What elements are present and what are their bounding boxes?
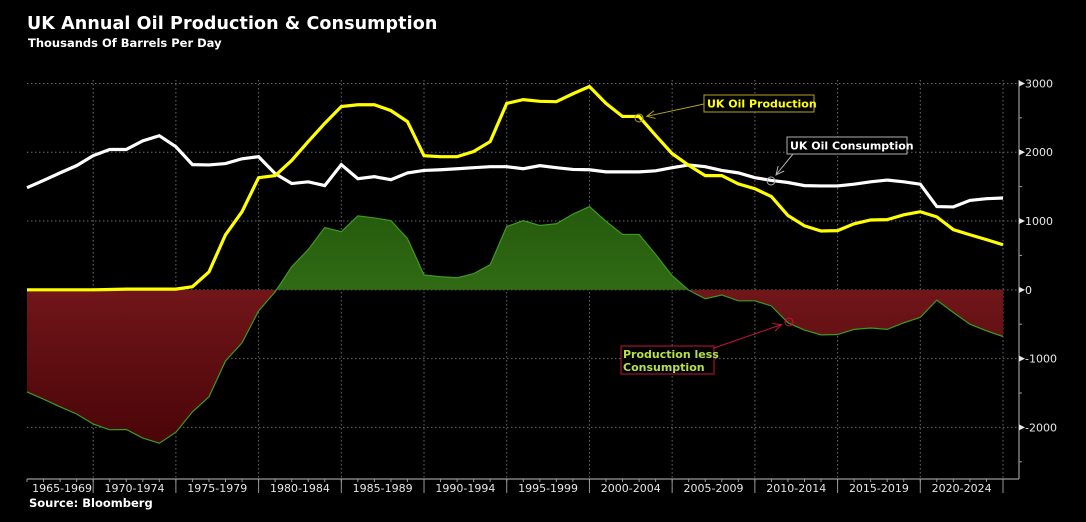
- y-tick-label: -2000: [1025, 421, 1057, 434]
- annotation-marker-circle: [634, 113, 644, 123]
- series-lines: [26, 84, 1004, 292]
- x-tick-label: 1985-1989: [353, 482, 413, 495]
- annotation-uk-oil-consumption: UK Oil Consumption: [766, 136, 914, 186]
- y-tick-marker: [1019, 80, 1025, 87]
- y-tick-label: 2000: [1025, 146, 1053, 159]
- annotation-box: [620, 345, 715, 375]
- annotation-box: [703, 94, 815, 113]
- annotation-arrow-head: [772, 323, 783, 332]
- x-tick-label: 1965-1969: [32, 482, 92, 495]
- x-tick-label: 1995-1999: [518, 482, 578, 495]
- x-tick-label: 2010-2014: [766, 482, 826, 495]
- annotation-label: UK Oil Production: [707, 98, 817, 111]
- difference-area: [26, 205, 1004, 444]
- annotations: UK Oil Production UK Oil Consumption Produ…: [620, 94, 914, 375]
- y-tick-marker: [1019, 218, 1025, 225]
- y-tick-marker: [1019, 149, 1025, 156]
- x-tick-label: 1975-1979: [187, 482, 247, 495]
- x-tick-label: 2005-2009: [684, 482, 744, 495]
- annotation-marker-circle: [784, 317, 794, 327]
- x-tick-label: 2015-2019: [849, 482, 909, 495]
- annotation-label-line1: Production less: [623, 348, 719, 361]
- annotation-box: [786, 136, 908, 155]
- annotation-arrow-line: [646, 103, 705, 117]
- y-tick-label: 0: [1025, 284, 1032, 297]
- difference-area-positive: [276, 206, 689, 290]
- y-tick-marker: [1019, 355, 1025, 362]
- annotation-arrow-line: [775, 153, 794, 176]
- chart-title: UK Annual Oil Production & Consumption: [27, 14, 438, 34]
- source-note: Source: Bloomberg: [29, 496, 153, 510]
- difference-area-negative: [27, 289, 1003, 444]
- annotation-uk-oil-production: UK Oil Production: [634, 94, 817, 123]
- x-tick-label: 1980-1984: [270, 482, 330, 495]
- y-tick-marker: [1019, 424, 1025, 431]
- x-tick-label: 2020-2024: [932, 482, 992, 495]
- annotation-marker-circle: [766, 176, 776, 186]
- y-tick-label: 1000: [1025, 215, 1053, 228]
- x-tick-label: 1970-1974: [105, 482, 165, 495]
- y-tick-marker: [1019, 286, 1025, 293]
- annotation-arrow-head: [775, 165, 785, 176]
- annotation-arrow-line: [713, 324, 782, 349]
- annotation-arrow-head: [645, 110, 656, 119]
- annotation-label-line2: Consumption: [623, 361, 705, 374]
- x-tick-label: 2000-2004: [601, 482, 661, 495]
- y-tick-label: -1000: [1025, 353, 1057, 366]
- chart-subtitle: Thousands Of Barrels Per Day: [28, 36, 222, 50]
- uk-oil-consumption-line: [26, 133, 1004, 209]
- annotation-label: UK Oil Consumption: [790, 140, 914, 153]
- y-tick-label: 3000: [1025, 77, 1053, 90]
- axes: 3000 2000 1000 0 -1000 -2000 1965-1969 1970-197…: [26, 77, 1057, 495]
- x-tick-label: 1990-1994: [435, 482, 495, 495]
- difference-line: [26, 205, 1004, 444]
- uk-oil-production-line: [27, 84, 1004, 292]
